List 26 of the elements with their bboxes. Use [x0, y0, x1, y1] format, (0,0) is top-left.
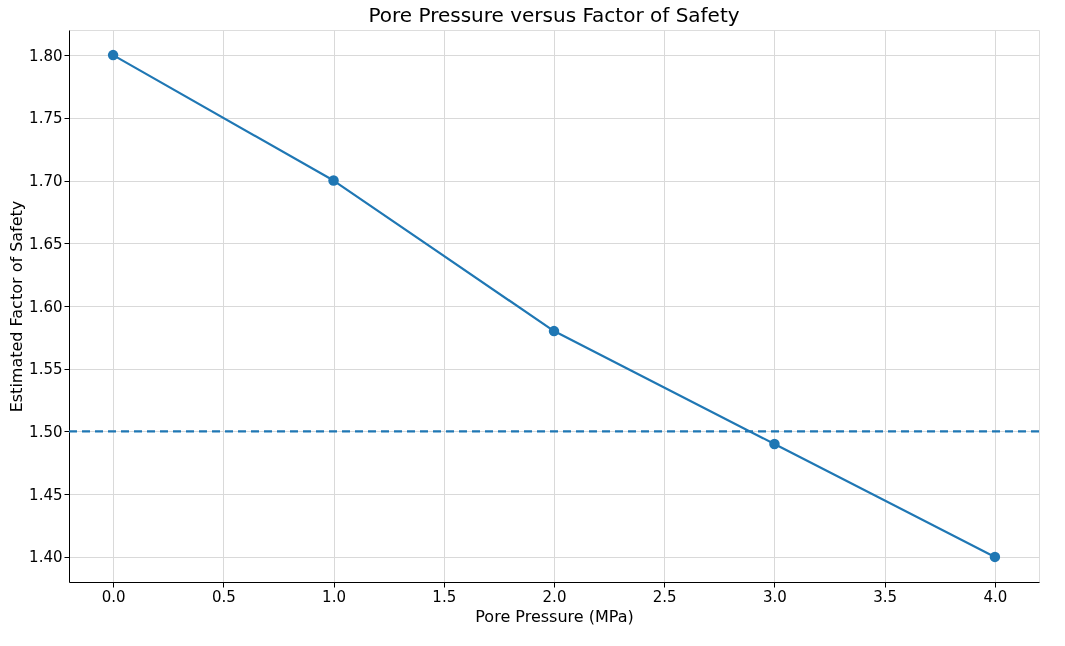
- x-tick-label: 2.0: [542, 587, 567, 606]
- x-tick-label: 0.0: [101, 587, 126, 606]
- x-tick-label: 1.0: [322, 587, 346, 606]
- x-tick-label: 1.5: [432, 587, 457, 606]
- x-axis-title: Pore Pressure (MPa): [475, 606, 634, 626]
- x-tick-label: 2.5: [652, 587, 677, 606]
- y-tick-label: 1.80: [29, 46, 63, 65]
- y-tick-label: 1.60: [29, 297, 63, 316]
- x-tick-label: 4.0: [983, 587, 1008, 606]
- point: [769, 438, 780, 450]
- y-tick-label: 1.45: [29, 485, 63, 504]
- y-tick-label: 1.65: [29, 234, 63, 253]
- y-tick-label: 1.70: [29, 172, 63, 191]
- point: [328, 175, 339, 186]
- x-tick-label: 3.5: [873, 587, 898, 606]
- y-tick-label: 1.40: [29, 548, 63, 567]
- chart-title: Pore Pressure versus Factor of Safety: [368, 3, 740, 27]
- point: [107, 49, 119, 61]
- y-axis-title: Estimated Factor of Safety: [7, 200, 27, 413]
- point: [548, 325, 560, 337]
- x-tick-label: 3.0: [763, 587, 787, 606]
- x-tick-label: 0.5: [211, 587, 236, 606]
- y-tick-label: 1.50: [29, 422, 63, 441]
- point: [989, 551, 1001, 563]
- y-tick-label: 1.75: [29, 109, 63, 128]
- y-tick-label: 1.55: [29, 360, 63, 379]
